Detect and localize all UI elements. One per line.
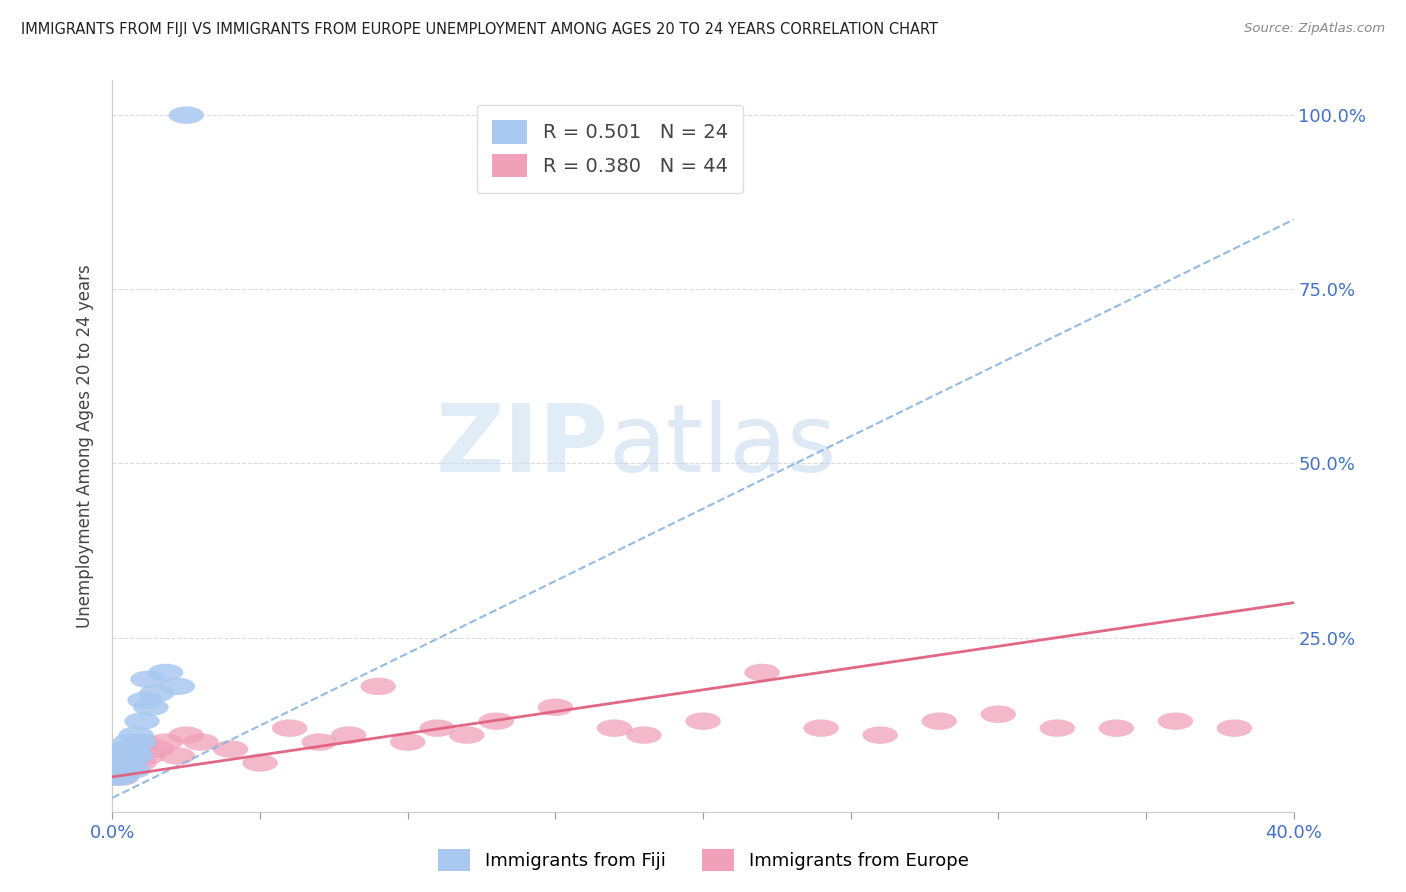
- Text: atlas: atlas: [609, 400, 837, 492]
- Legend: Immigrants from Fiji, Immigrants from Europe: Immigrants from Fiji, Immigrants from Eu…: [430, 842, 976, 879]
- Text: IMMIGRANTS FROM FIJI VS IMMIGRANTS FROM EUROPE UNEMPLOYMENT AMONG AGES 20 TO 24 : IMMIGRANTS FROM FIJI VS IMMIGRANTS FROM …: [21, 22, 938, 37]
- Text: ZIP: ZIP: [436, 400, 609, 492]
- Text: Source: ZipAtlas.com: Source: ZipAtlas.com: [1244, 22, 1385, 36]
- Y-axis label: Unemployment Among Ages 20 to 24 years: Unemployment Among Ages 20 to 24 years: [76, 264, 94, 628]
- Legend: R = 0.501   N = 24, R = 0.380   N = 44: R = 0.501 N = 24, R = 0.380 N = 44: [477, 104, 744, 193]
